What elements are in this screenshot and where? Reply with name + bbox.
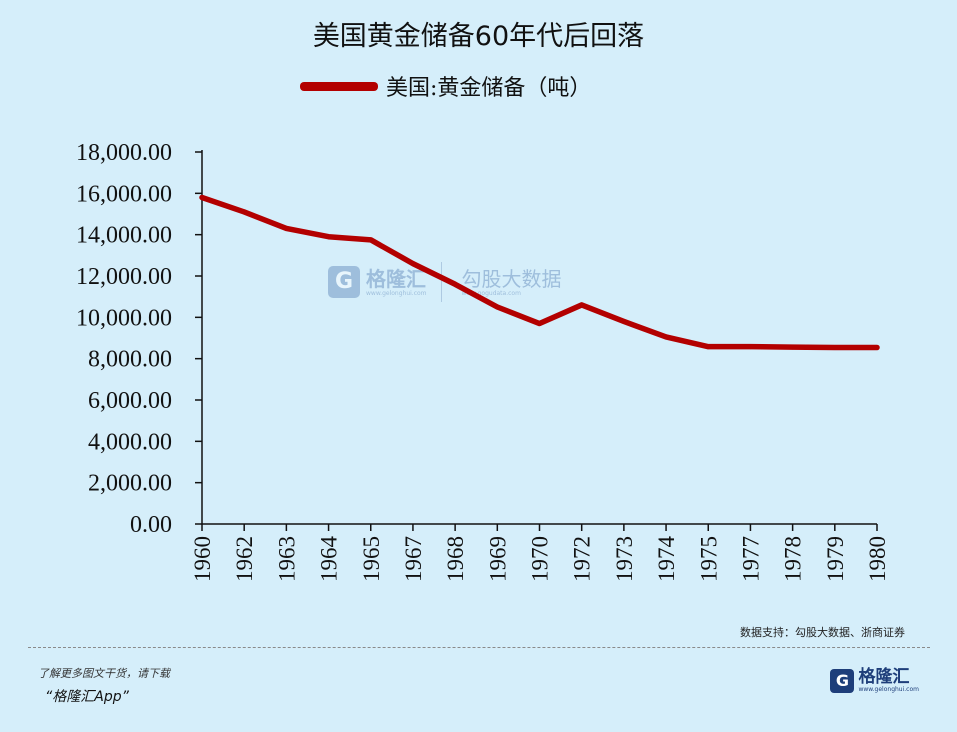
- data-point: [790, 344, 796, 350]
- x-tick-label: 1963: [274, 536, 299, 582]
- line-chart: 0.00 2,000.00 4,000.00 6,000.00 8,000.00 10,0…: [76, 140, 890, 583]
- y-tick-label: 18,000.00: [76, 140, 172, 166]
- x-tick-label: 1962: [232, 536, 257, 582]
- y-tick-label: 14,000.00: [76, 223, 172, 249]
- data-point: [368, 237, 374, 243]
- y-tick-label: 8,000.00: [88, 347, 172, 373]
- app-name: “格隆汇App”: [45, 689, 129, 705]
- watermark-name-2: 勾股大数据: [461, 266, 562, 291]
- data-point: [283, 225, 289, 231]
- data-point: [747, 344, 753, 350]
- data-point: [326, 234, 332, 240]
- watermark-separator: [440, 262, 442, 302]
- x-tick-label: 1972: [570, 536, 595, 582]
- x-tick-label: 1973: [612, 536, 637, 582]
- y-tick-label: 2,000.00: [88, 471, 172, 497]
- watermark-url-1: www.gelonghui.com: [366, 289, 427, 297]
- brand-url: www.gelonghui.com: [858, 686, 919, 693]
- data-point: [705, 344, 711, 350]
- data-point: [452, 281, 458, 287]
- x-tick-label: 1967: [401, 536, 426, 582]
- legend: 美国:黄金储备（吨）: [300, 70, 591, 102]
- watermark: G 格隆汇 www.gelonghui.com 勾股大数据 www.goguda…: [328, 262, 562, 302]
- promo-text: 了解更多图文干货，请下载: [38, 667, 170, 680]
- watermark-logo-icon: G: [328, 266, 360, 298]
- legend-label: 美国:黄金储备（吨）: [386, 76, 592, 101]
- y-tick-label: 4,000.00: [88, 429, 172, 455]
- x-tick-label: 1960: [190, 536, 215, 582]
- y-tick-label: 10,000.00: [76, 305, 172, 331]
- x-tick-label: 1974: [654, 536, 679, 583]
- data-point: [663, 334, 669, 340]
- data-point: [494, 304, 500, 310]
- x-tick-label: 1965: [359, 536, 384, 582]
- x-tick-label: 1979: [823, 536, 848, 582]
- y-tick-label: 16,000.00: [76, 181, 172, 207]
- x-tick-label: 1977: [738, 536, 763, 582]
- legend-swatch: [300, 81, 378, 91]
- x-tick-label: 1980: [865, 536, 890, 582]
- chart-title: 美国黄金储备60年代后回落: [312, 21, 645, 52]
- watermark-url-2: www.gogudata.com: [461, 289, 521, 297]
- x-tick-label: 1970: [528, 536, 553, 582]
- y-tick-label: 12,000.00: [76, 264, 172, 290]
- data-point: [410, 261, 416, 267]
- y-tick-label: 0.00: [130, 512, 172, 538]
- data-point: [832, 345, 838, 351]
- y-tick-label: 6,000.00: [88, 388, 172, 414]
- watermark-name-1: 格隆汇: [366, 266, 426, 291]
- x-tick-label: 1975: [696, 536, 721, 582]
- data-point: [537, 321, 542, 327]
- data-point: [579, 302, 585, 308]
- brand-g-icon: G: [830, 669, 855, 693]
- divider: [28, 647, 930, 648]
- x-tick-label: 1978: [781, 536, 806, 582]
- data-point: [241, 209, 247, 215]
- data-point: [199, 194, 205, 200]
- data-source: 数据支持：勾股大数据、浙商证券: [740, 626, 905, 639]
- x-tick-label: 1964: [317, 536, 342, 583]
- x-tick-label: 1969: [485, 536, 510, 582]
- data-point: [874, 345, 880, 351]
- brand-name: 格隆汇: [858, 667, 910, 687]
- brand-logo: G 格隆汇 www.gelonghui.com: [830, 668, 919, 694]
- data-point: [621, 318, 627, 324]
- x-tick-label: 1968: [443, 536, 468, 582]
